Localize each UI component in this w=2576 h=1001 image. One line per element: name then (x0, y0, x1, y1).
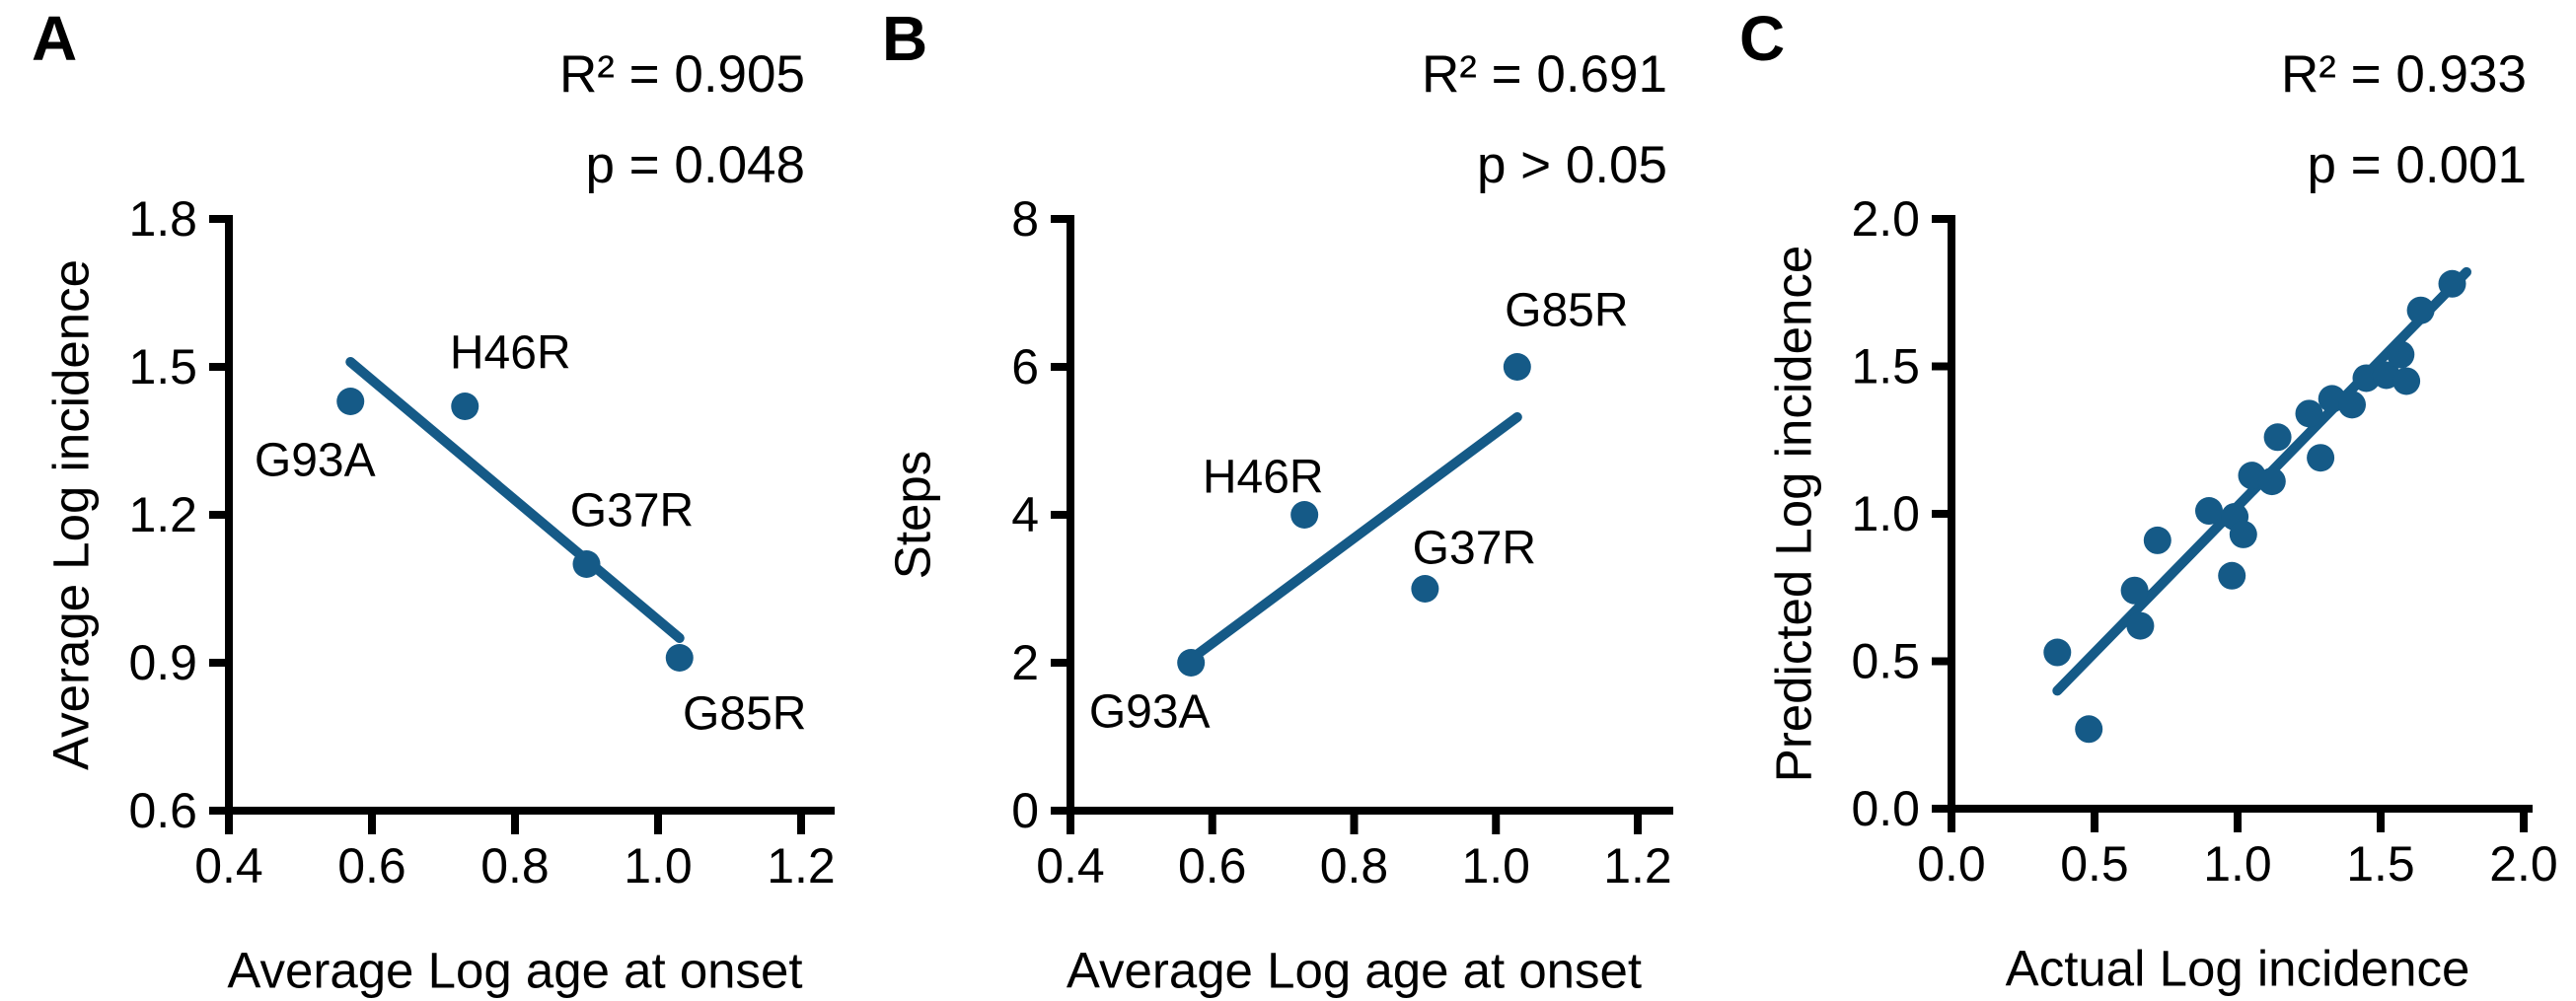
point-label: G37R (570, 485, 694, 537)
y-axis-title: Predicted Log incidence (1766, 246, 1822, 782)
y-tick-label: 1.0 (1851, 486, 1920, 541)
trend-line (1186, 412, 1522, 665)
panel-a-letter: A (32, 3, 78, 74)
point-label: G93A (255, 435, 376, 487)
data-point (2257, 467, 2286, 496)
x-axis-title: Actual Log incidence (2006, 941, 2470, 997)
y-tick-label: 0.6 (128, 783, 197, 838)
y-tick-label: 1.5 (128, 339, 197, 394)
y-tick-label: 0.5 (1851, 634, 1920, 689)
panel-c-stats: R² = 0.933 p = 0.001 (2281, 30, 2527, 211)
data-point (1177, 649, 1206, 677)
data-point (2229, 520, 2257, 548)
data-point (451, 393, 479, 420)
x-axis-title: Average Log age at onset (1067, 943, 1642, 999)
y-tick-label: 0.9 (128, 635, 197, 690)
data-point (2295, 399, 2323, 428)
data-point (572, 550, 601, 578)
data-point (2438, 269, 2466, 298)
panel-c: C R² = 0.933 p = 0.001 0.0 0.5 1.0 1.5 2.0 0.… (1718, 0, 2576, 1001)
data-point (2075, 715, 2103, 744)
panel-a-r2: R² = 0.905 (559, 45, 805, 104)
data-point (2263, 423, 2292, 452)
point-label: H46R (450, 327, 571, 380)
data-point (2307, 444, 2335, 472)
panel-c-r2: R² = 0.933 (2281, 45, 2527, 104)
x-tick-label: 1.0 (2203, 836, 2272, 892)
data-point (2120, 576, 2149, 605)
data-point (2218, 561, 2246, 590)
y-tick-label: 1.2 (128, 487, 197, 542)
panel-c-letter: C (1739, 3, 1786, 74)
y-tick-label: 8 (1011, 191, 1039, 247)
data-point (336, 388, 365, 415)
panel-b: B R² = 0.691 p > 0.05 0 2 4 6 8 0.4 0.6 0.8 1.0 1… (858, 0, 1717, 1001)
panel-c-pvalue: p = 0.001 (2307, 136, 2527, 194)
panel-b-stats: R² = 0.691 p > 0.05 (1422, 30, 1667, 211)
y-tick-label: 4 (1011, 487, 1039, 542)
data-point (1411, 575, 1439, 603)
y-tick-label: 0.0 (1851, 781, 1920, 836)
x-axis-title: Average Log age at onset (227, 943, 802, 999)
y-tick-label: 0 (1011, 783, 1039, 838)
data-point (1290, 501, 1319, 529)
y-tick-label: 2.0 (1851, 191, 1920, 247)
point-label: H46R (1203, 452, 1324, 504)
point-label: G85R (683, 688, 806, 741)
x-tick-label: 1.0 (624, 838, 693, 894)
panel-a: A R² = 0.905 p = 0.048 0.6 0.9 1.2 1.5 1.8 0.… (0, 0, 858, 1001)
data-point (2143, 526, 2171, 554)
x-tick-label: 0.8 (1320, 838, 1389, 894)
x-tick-label: 0.6 (337, 838, 406, 894)
x-tick-label: 0.0 (1917, 836, 1986, 892)
point-label: G93A (1089, 686, 1211, 739)
data-point (2043, 638, 2072, 667)
data-point (2406, 296, 2435, 324)
panel-a-pvalue: p = 0.048 (585, 136, 805, 194)
x-tick-label: 1.2 (1603, 838, 1672, 894)
x-tick-label: 0.6 (1178, 838, 1247, 894)
panel-b-letter: B (882, 3, 928, 74)
x-tick-label: 0.5 (2060, 836, 2129, 892)
point-label: G37R (1413, 523, 1536, 575)
x-tick-label: 0.4 (194, 838, 263, 894)
data-point (2338, 391, 2366, 419)
data-point (2392, 367, 2421, 395)
panel-a-stats: R² = 0.905 p = 0.048 (559, 30, 805, 211)
trend-line (345, 357, 685, 643)
y-axis-title: Average Log incidence (43, 259, 100, 770)
data-point (1503, 353, 1531, 381)
panel-b-pvalue: p > 0.05 (1476, 136, 1667, 194)
x-tick-label: 2.0 (2489, 836, 2558, 892)
scatter-plot-b: 0 2 4 6 8 0.4 0.6 0.8 1.0 1.2 Average Log age at o… (885, 191, 1673, 999)
data-point (665, 644, 694, 672)
x-tick-label: 0.4 (1036, 838, 1105, 894)
data-point (2387, 340, 2415, 369)
x-tick-label: 1.0 (1461, 838, 1530, 894)
x-tick-label: 1.2 (767, 838, 836, 894)
y-tick-label: 1.5 (1851, 339, 1920, 394)
x-tick-label: 1.5 (2346, 836, 2415, 892)
data-point (2195, 497, 2223, 526)
data-point (2126, 611, 2155, 640)
y-axis-title: Steps (885, 451, 941, 579)
panel-b-r2: R² = 0.691 (1422, 45, 1667, 104)
point-label: G85R (1505, 285, 1628, 337)
y-tick-label: 2 (1011, 635, 1039, 690)
x-tick-label: 0.8 (480, 838, 550, 894)
y-tick-label: 6 (1011, 339, 1039, 394)
scatter-plot-c: 0.0 0.5 1.0 1.5 2.0 0.0 0.5 1.0 1.5 2.0 Actual Log… (1766, 191, 2558, 997)
y-tick-label: 1.8 (128, 191, 197, 247)
